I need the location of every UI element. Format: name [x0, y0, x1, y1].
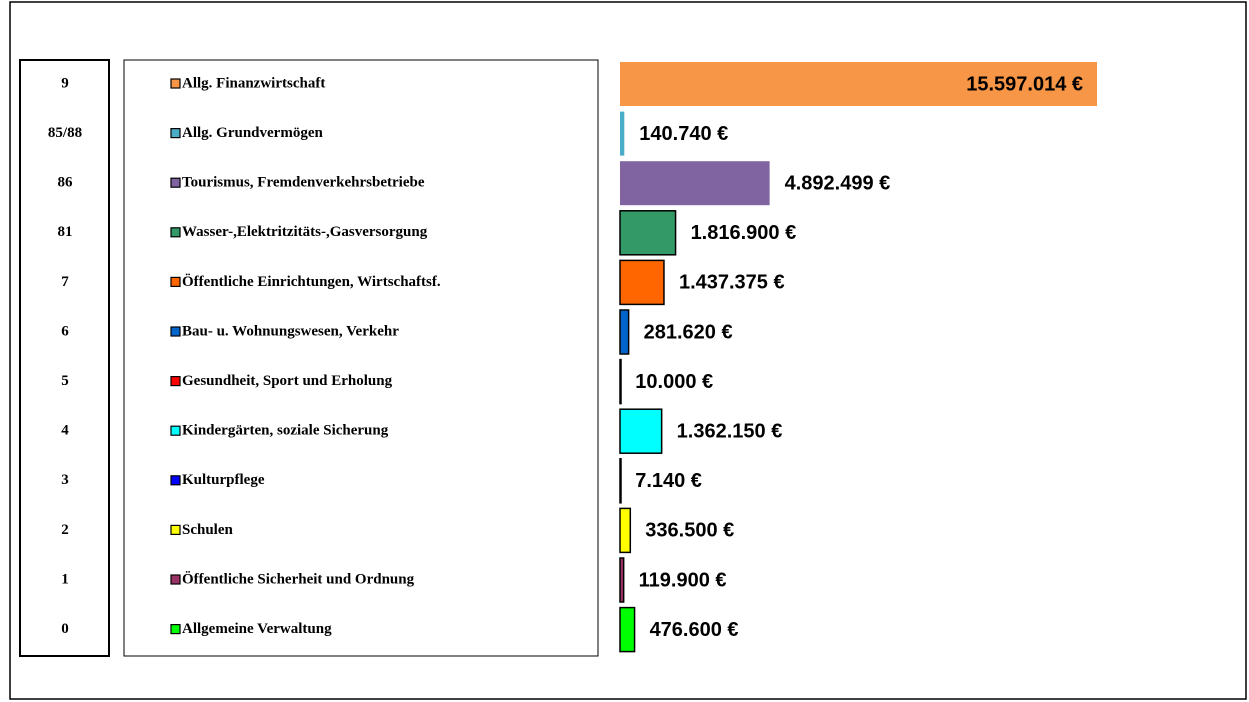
code: 1 [61, 571, 69, 587]
legend-swatch [170, 276, 181, 287]
legend-label: Tourismus, Fremdenverkehrsbetriebe [182, 175, 425, 191]
value-label: 4.892.499 € [785, 172, 891, 194]
bar [619, 557, 625, 603]
legend-label: Öffentliche Einrichtungen, Wirtschaftsf. [182, 273, 441, 290]
bar [620, 161, 770, 206]
value-label: 281.620 € [644, 321, 733, 343]
value-label: 476.600 € [650, 619, 739, 641]
code: 7 [61, 274, 69, 290]
bar [619, 358, 622, 405]
legend-swatch [170, 623, 181, 635]
value-label: 7.140 € [635, 470, 702, 492]
code: 81 [58, 224, 73, 240]
bar [620, 62, 1097, 106]
legend-label: Kulturpflege [182, 472, 265, 488]
value-label: 15.597.014 € [966, 73, 1083, 95]
legend-label: Schulen [182, 522, 234, 538]
bar [619, 210, 677, 256]
code: 9 [61, 75, 69, 91]
code: 85/88 [48, 125, 82, 141]
value-label: 1.437.375 € [679, 272, 785, 294]
bar [619, 259, 665, 306]
code: 4 [61, 423, 69, 439]
legend-swatch [170, 326, 181, 337]
bar [619, 408, 663, 454]
bar [619, 507, 632, 554]
value-label: 336.500 € [645, 520, 734, 542]
bar [619, 606, 636, 653]
value-label: 1.362.150 € [677, 420, 783, 442]
legend-swatch [170, 78, 181, 89]
legend-label: Wasser-,Elektritzitäts-,Gasversorgung [182, 224, 428, 240]
legend-label: Gesundheit, Sport und Erholung [182, 373, 393, 389]
bar [619, 458, 622, 504]
legend-swatch [170, 128, 181, 139]
legend-label: Bau- u. Wohnungswesen, Verkehr [182, 323, 399, 339]
legend-label: Allg. Grundvermögen [182, 125, 323, 141]
legend-swatch [170, 376, 181, 387]
legend-label: Allgemeine Verwaltung [182, 621, 332, 637]
legend-swatch [170, 425, 181, 436]
code: 6 [61, 323, 69, 339]
code: 5 [61, 373, 69, 389]
code: 86 [58, 175, 74, 191]
legend-swatch [170, 227, 181, 238]
value-label: 119.900 € [639, 569, 727, 591]
legend-swatch [170, 177, 181, 188]
value-label: 140.740 € [639, 123, 728, 145]
legend-label: Allg. Finanzwirtschaft [182, 75, 325, 91]
legend-swatch [170, 475, 181, 486]
value-label: 10.000 € [635, 371, 713, 393]
value-label: 1.816.900 € [691, 222, 797, 244]
bar [620, 111, 625, 156]
frame [9, 1, 1247, 700]
code-box [19, 59, 110, 657]
legend-label: Öffentliche Sicherheit und Ordnung [182, 570, 415, 587]
code: 0 [61, 621, 69, 637]
legend-label: Kindergärten, soziale Sicherung [182, 423, 389, 439]
legend-swatch [170, 524, 181, 536]
legend-box [123, 59, 599, 657]
bar [619, 309, 630, 355]
code: 2 [61, 522, 69, 538]
code: 3 [61, 472, 69, 488]
legend-swatch [170, 574, 181, 585]
